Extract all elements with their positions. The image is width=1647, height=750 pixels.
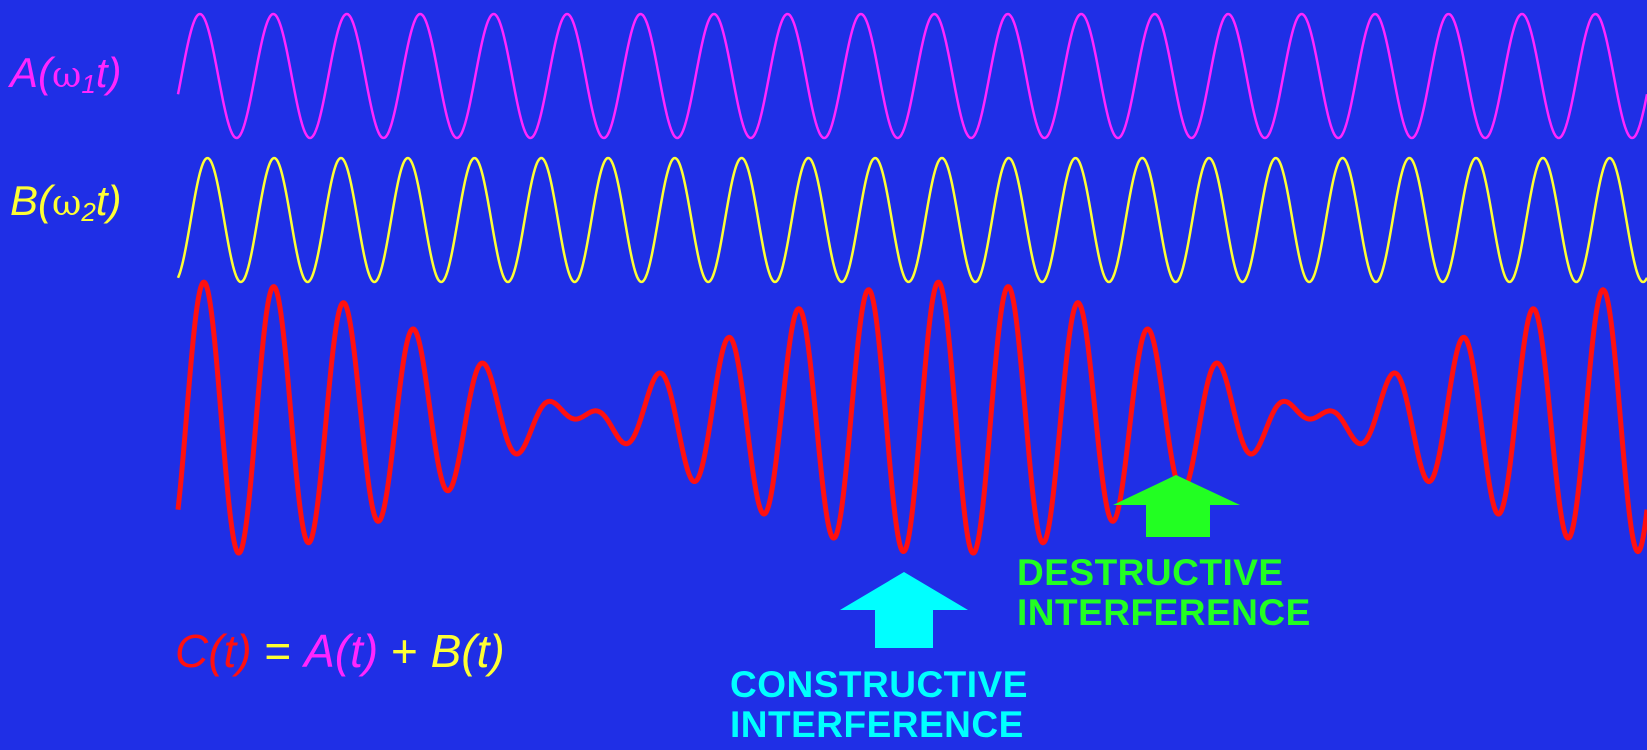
wave-a-omega: ω: [52, 55, 82, 96]
wave-b-label-name: B(: [10, 177, 52, 224]
formula-b-term: B(t): [430, 625, 505, 677]
wave-b-label: B(ω2t): [10, 177, 122, 226]
wave-b-curve: [176, 156, 1647, 284]
wave-a-label: A(ω1t): [10, 49, 122, 98]
sum-formula: C(t) = A(t) + B(t): [175, 628, 505, 674]
formula-a-term: A(t): [304, 625, 379, 677]
destructive-caption-line2: INTERFERENCE: [1017, 592, 1311, 633]
wave-a-curve: [176, 12, 1647, 140]
constructive-caption-line1: CONSTRUCTIVE: [730, 664, 1028, 705]
wave-a-label-tail: t): [95, 49, 122, 96]
constructive-arrow-icon: [840, 572, 968, 648]
formula-equals: =: [251, 625, 305, 677]
formula-plus: +: [378, 625, 431, 677]
wave-a-subscript: 1: [81, 69, 96, 99]
wave-b-label-tail: t): [95, 177, 122, 224]
destructive-caption: DESTRUCTIVE INTERFERENCE: [1017, 553, 1311, 633]
destructive-caption-line1: DESTRUCTIVE: [1017, 552, 1284, 593]
wave-b-omega: ω: [52, 183, 82, 224]
wave-a-label-name: A(: [10, 49, 52, 96]
formula-c-term: C(t): [175, 625, 252, 677]
constructive-caption: CONSTRUCTIVE INTERFERENCE: [730, 665, 1028, 745]
wave-c-sum-curve: [175, 279, 1647, 556]
wave-b-subscript: 2: [81, 197, 96, 227]
constructive-caption-line2: INTERFERENCE: [730, 704, 1024, 745]
destructive-arrow-icon: [1113, 475, 1240, 537]
